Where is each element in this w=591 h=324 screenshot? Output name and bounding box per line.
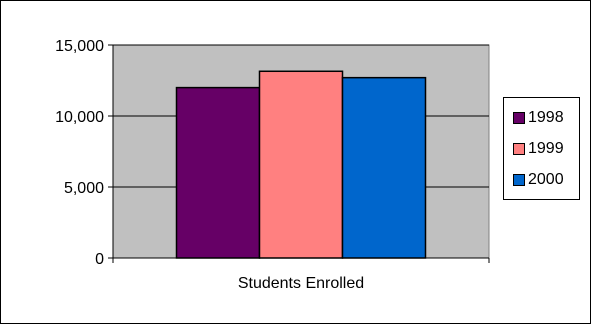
y-tick-label: 0 [95,251,104,268]
bar-1999 [258,70,344,259]
legend-label: 1998 [528,109,564,126]
y-tick-label: 10,000 [55,109,104,126]
legend-item-1999: 1999 [513,139,564,159]
bar-2000 [341,76,427,259]
legend-label: 1999 [528,140,564,157]
bar-1998 [175,86,261,259]
y-axis-ticks: 0 5,000 10,000 15,000 [55,38,113,268]
y-tick-label: 5,000 [64,180,104,197]
legend: 1998 1999 2000 [503,97,580,200]
bars [175,70,427,259]
x-category-label: Students Enrolled [237,275,365,292]
legend-item-1998: 1998 [513,108,564,128]
legend-item-2000: 2000 [513,170,564,190]
legend-swatch [513,143,525,155]
x-axis-ticks [112,258,490,263]
y-tick-label: 15,000 [55,38,104,55]
legend-swatch [513,112,525,124]
legend-swatch [513,174,525,186]
legend-label: 2000 [528,171,564,188]
